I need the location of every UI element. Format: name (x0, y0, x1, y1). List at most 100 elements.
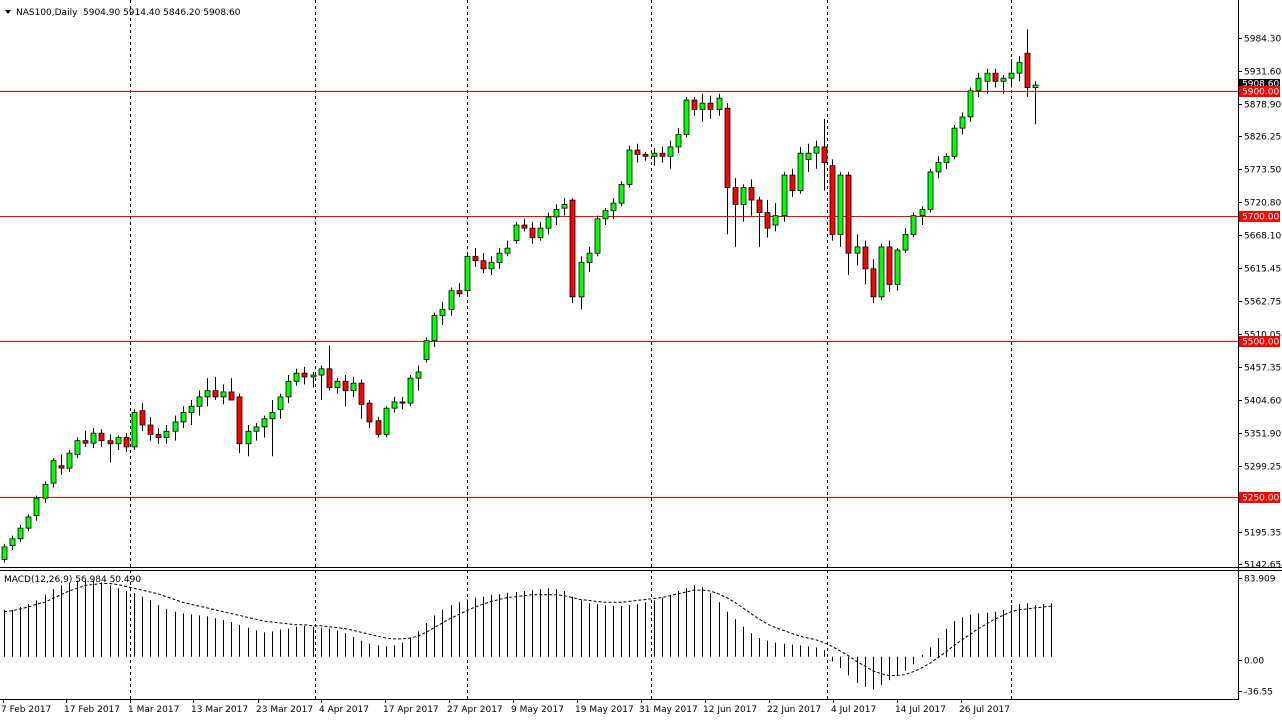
time-tick-label: 19 May 2017 (575, 705, 634, 715)
level-badge-l5250[interactable]: 5250.00 (1239, 492, 1280, 504)
candle (789, 168, 796, 197)
candle-body (870, 268, 877, 298)
candle-body (269, 412, 276, 420)
candle-body (602, 210, 609, 220)
candle-body (82, 440, 89, 444)
candle-body (651, 152, 658, 157)
candle (797, 146, 804, 194)
candle-body (163, 430, 170, 438)
macd-label: MACD(12,26,9) 56.984 50.490 (4, 575, 141, 585)
candle-body (399, 401, 406, 404)
candle-body (310, 374, 317, 378)
candle (642, 151, 649, 161)
candle (732, 178, 739, 247)
candle (724, 103, 731, 235)
candle-body (545, 216, 552, 229)
level-badge-box (1239, 86, 1280, 97)
candle (188, 400, 195, 426)
candle (862, 240, 869, 285)
candle (310, 371, 317, 388)
candle (366, 400, 373, 429)
candle (358, 379, 365, 419)
price-tick-label: 5668.10 (1244, 232, 1281, 242)
candle (17, 525, 24, 542)
candle-body (98, 432, 105, 442)
candle (90, 428, 97, 449)
candle (870, 259, 877, 304)
candle (58, 454, 65, 476)
candle-body (894, 249, 901, 285)
level-badge-l5500[interactable]: 5500.00 (1239, 336, 1280, 348)
candle (878, 243, 885, 301)
candle (245, 425, 252, 457)
candle-body (919, 209, 926, 217)
candle-body (123, 437, 130, 448)
candle (82, 430, 89, 447)
candle-body (854, 246, 861, 254)
candle (618, 181, 625, 207)
candle (675, 128, 682, 154)
candle-body (992, 72, 999, 82)
candle (172, 415, 179, 441)
candle-body (439, 309, 446, 317)
candle (464, 253, 471, 296)
candle-body (464, 255, 471, 292)
candle (196, 390, 203, 416)
price-tick-label: 5984.30 (1244, 35, 1281, 45)
candle (602, 208, 609, 226)
level-badge-l5900[interactable]: 5900.00 (1239, 86, 1280, 98)
candle (716, 93, 723, 116)
candle (886, 240, 893, 292)
price-tick-label: 5351.90 (1244, 430, 1281, 440)
candle-body (423, 340, 430, 360)
horizontal-levels[interactable] (0, 91, 1238, 498)
candle (301, 366, 308, 385)
candle (829, 159, 836, 241)
candle (634, 143, 641, 163)
candle (805, 143, 812, 172)
candle-body (902, 234, 909, 251)
candle-body (667, 146, 674, 157)
candle-body (764, 212, 771, 229)
candle-body (25, 516, 32, 529)
candle (691, 96, 698, 116)
candle-body (131, 412, 138, 448)
candle (919, 206, 926, 226)
level-badge-l5700[interactable]: 5700.00 (1239, 211, 1280, 223)
macd-tick-label: 0.00 (1244, 657, 1264, 667)
candle-body (1032, 84, 1039, 88)
candle (439, 301, 446, 326)
price-tick-label: 5826.25 (1244, 133, 1281, 143)
candle (228, 378, 235, 401)
candle-body (172, 421, 179, 432)
candle-body (66, 452, 73, 469)
candle (545, 212, 552, 235)
candle-body (17, 527, 24, 540)
price-tick-label: 5562.75 (1244, 298, 1281, 308)
candle (854, 234, 861, 266)
price-tick-label: 5510.05 (1244, 331, 1281, 341)
vertical-gridlines (130, 0, 1012, 699)
candle-body (951, 127, 958, 157)
macd-tick-label: -36.55 (1244, 688, 1273, 698)
candle (277, 393, 284, 419)
candle (521, 218, 528, 232)
candle-body (261, 418, 268, 428)
candle-body (228, 391, 235, 401)
chevron-down-icon[interactable] (5, 10, 11, 14)
candle-body (383, 407, 390, 435)
candle (626, 145, 633, 188)
candle (496, 248, 503, 269)
candle (391, 396, 398, 413)
candle (488, 256, 495, 276)
candle-body (236, 396, 243, 445)
candle (448, 287, 455, 316)
price-tick-label: 5720.80 (1244, 199, 1281, 209)
candle-body (139, 410, 146, 426)
candle (1008, 59, 1015, 88)
candle (375, 416, 382, 438)
candle (66, 450, 73, 472)
